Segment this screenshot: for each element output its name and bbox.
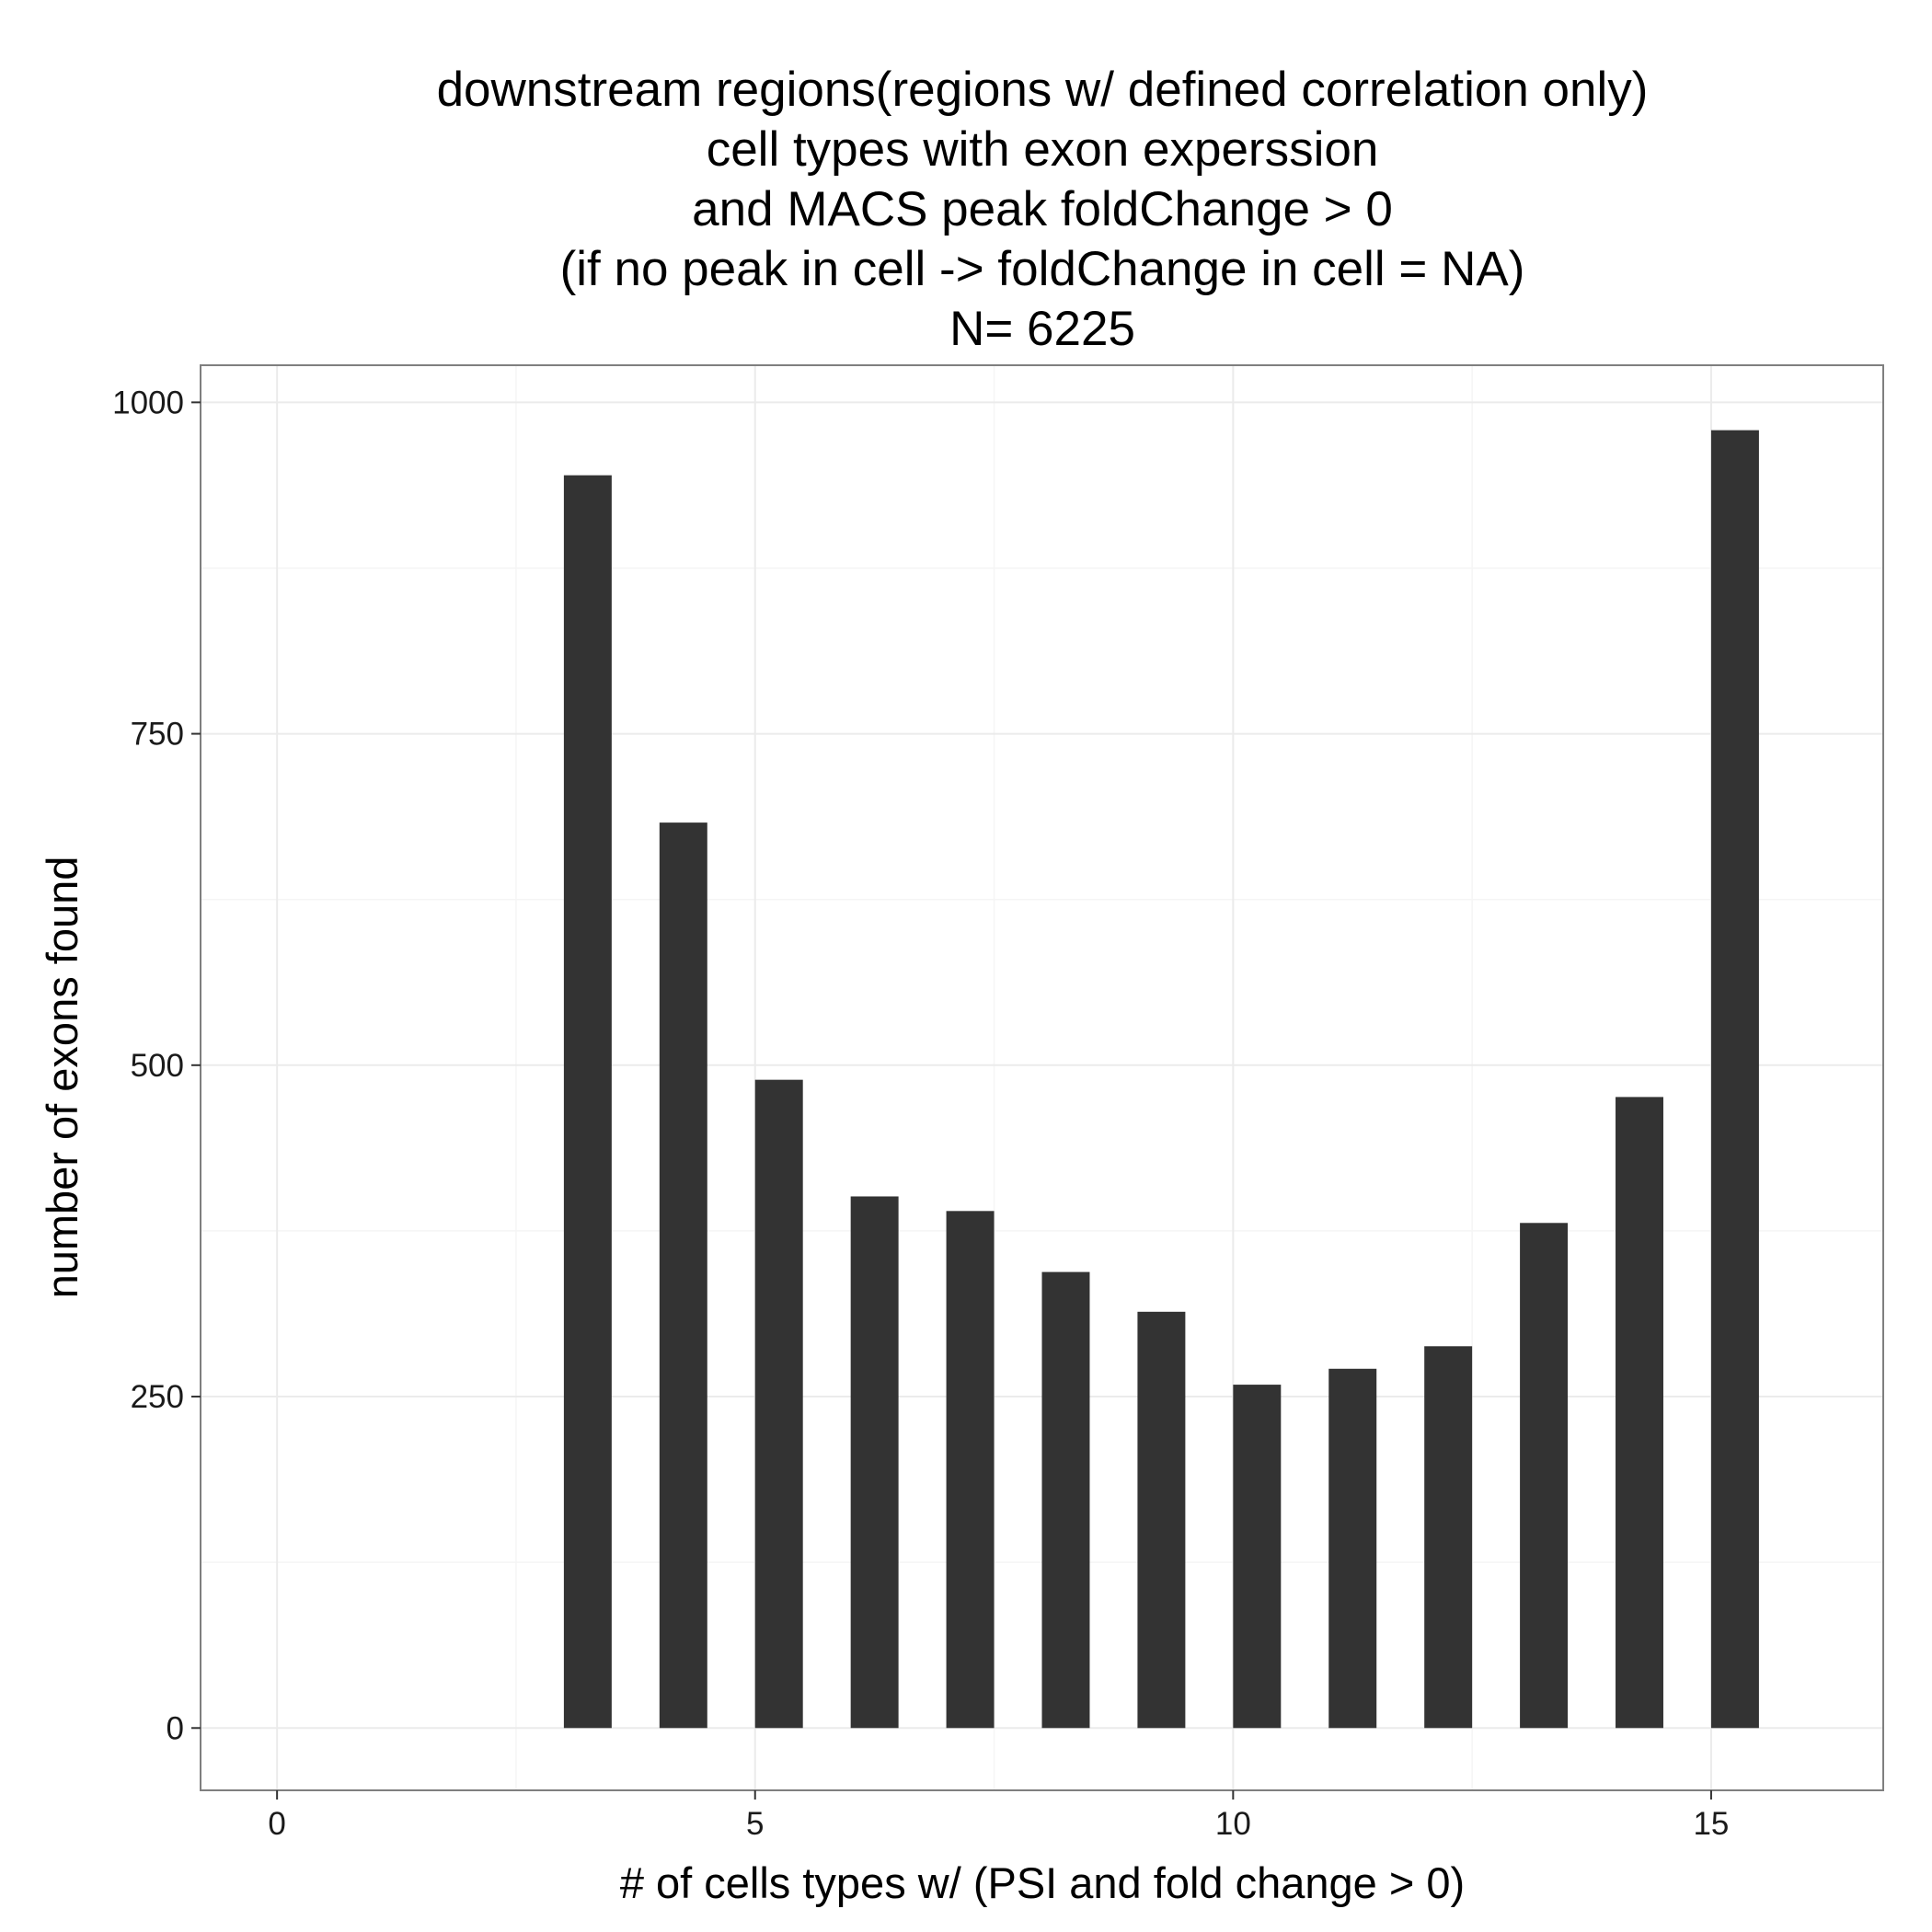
bar [1616,1097,1663,1729]
bar [754,1079,803,1729]
bar [1137,1311,1186,1729]
chart-title: downstream regions(regions w/ defined co… [437,63,1649,356]
title-line-3: and MACS peak foldChange > 0 [692,182,1393,236]
title-line-1: downstream regions(regions w/ defined co… [437,63,1649,117]
title-line-5: N= 6225 [949,302,1135,356]
panel-border [200,364,1884,1791]
x-tick-label: 0 [268,1806,285,1842]
bar [850,1196,899,1729]
x-axis-label: # of cells types w/ (PSI and fold change… [620,1858,1465,1907]
title-line-4: (if no peak in cell -> foldChange in cel… [560,242,1525,296]
y-tick-label: 750 [131,717,184,753]
bar [1424,1346,1473,1729]
bar [563,475,612,1729]
y-tick-label: 0 [167,1710,184,1746]
y-tick-label: 500 [131,1048,184,1084]
bar [659,822,707,1729]
y-tick-label: 1000 [112,385,184,420]
title-line-2: cell types with exon experssion [707,122,1379,177]
bar [1520,1223,1569,1729]
y-tick-label: 250 [131,1379,184,1415]
x-tick-label: 15 [1693,1806,1729,1842]
bar [1233,1385,1282,1729]
axes: 0 5 10 15 0 250 500 750 1000 [112,385,1729,1842]
x-tick-label: 5 [746,1806,764,1842]
bar [946,1211,995,1729]
y-axis-label: number of exons found [38,857,86,1299]
bar [1041,1271,1090,1729]
bar [1710,430,1759,1729]
bars [563,430,1759,1729]
x-tick-label: 10 [1215,1806,1251,1842]
bar [1328,1368,1377,1729]
